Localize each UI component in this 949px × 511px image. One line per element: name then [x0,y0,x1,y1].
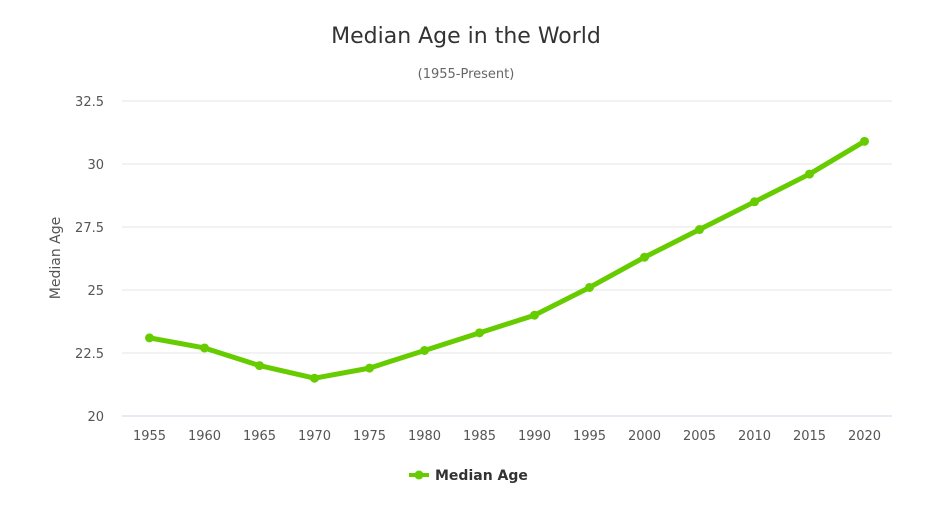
x-tick-label: 1990 [518,429,551,444]
x-tick-label: 1955 [133,429,166,444]
data-point[interactable] [255,361,264,371]
y-tick-label: 22.5 [75,347,104,362]
data-point[interactable] [365,363,374,373]
y-tick-label: 25 [87,284,104,299]
x-tick-label: 2005 [683,429,716,444]
y-tick-label: 32.5 [75,95,104,110]
data-point[interactable] [750,197,759,207]
y-axis-label: Median Age [48,217,64,299]
y-tick-label: 30 [87,158,104,173]
x-tick-label: 1975 [353,429,386,444]
x-tick-label: 1960 [188,429,221,444]
y-tick-label: 20 [87,410,104,425]
data-point[interactable] [860,136,869,146]
data-point[interactable] [200,343,209,353]
data-point[interactable] [805,169,814,179]
data-point[interactable] [475,328,484,338]
x-tick-label: 2020 [848,429,881,444]
x-tick-label: 1980 [408,429,441,444]
x-tick-label: 1985 [463,429,496,444]
x-tick-label: 2010 [738,429,771,444]
data-point[interactable] [420,345,429,355]
x-tick-label: 2000 [628,429,661,444]
data-point[interactable] [695,225,704,235]
data-point[interactable] [640,252,649,262]
chart-subtitle: (1955-Present) [418,67,515,82]
data-point[interactable] [310,373,319,383]
data-point[interactable] [145,333,154,343]
x-tick-label: 1995 [573,429,606,444]
x-tick-label: 2015 [793,429,826,444]
y-tick-label: 27.5 [75,221,104,236]
legend-item-median-age[interactable]: Median Age [435,468,528,484]
legend[interactable]: Median Age [409,468,528,484]
data-point[interactable] [530,310,539,320]
legend-marker-icon [414,470,424,480]
x-tick-label: 1970 [298,429,331,444]
x-tick-label: 1965 [243,429,276,444]
series-line-median-age [147,138,867,381]
data-point[interactable] [585,282,594,292]
chart-title: Median Age in the World [331,24,601,49]
